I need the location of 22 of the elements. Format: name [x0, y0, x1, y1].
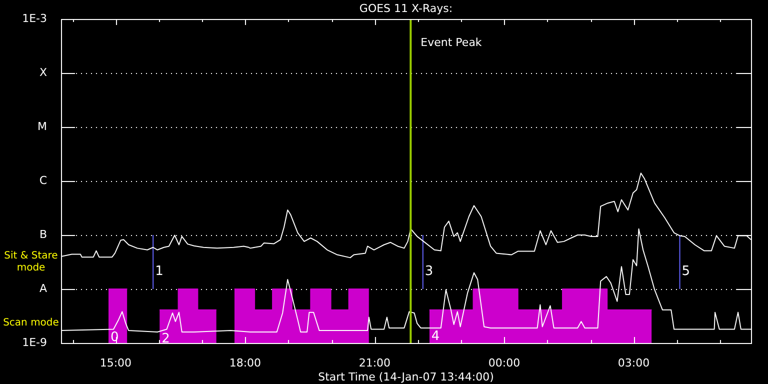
y-tick-label: 1E-9 — [22, 336, 47, 349]
y-tick-label: X — [39, 66, 48, 79]
x-axis-title: Start Time (14-Jan-07 13:44:00) — [318, 370, 494, 384]
x-tick-label: 21:00 — [358, 356, 391, 370]
y-tick-label: M — [38, 120, 47, 133]
text: Sit & Stare mode — [4, 250, 58, 274]
y-tick-label: 1E-3 — [22, 12, 47, 25]
chart-title: GOES 11 X-Rays: — [359, 2, 453, 15]
text: Scan mode — [3, 318, 59, 329]
ref-line-label: Event Peak — [420, 36, 482, 49]
annotation: 1 — [155, 264, 164, 280]
y-tick-label: C — [39, 174, 48, 187]
x-tick-label: 03:00 — [618, 356, 650, 370]
y-tick-label: A — [39, 282, 48, 295]
x-tick-label: 00:00 — [488, 356, 520, 370]
annotation: 4 — [431, 328, 440, 344]
annotation: 5 — [682, 264, 690, 280]
x-tick-label: 15:00 — [100, 356, 132, 370]
annotation: 2 — [162, 331, 170, 346]
x-tick-label: 18:00 — [229, 356, 262, 370]
y-tick-label: B — [39, 228, 47, 241]
annotation: 3 — [424, 264, 434, 280]
